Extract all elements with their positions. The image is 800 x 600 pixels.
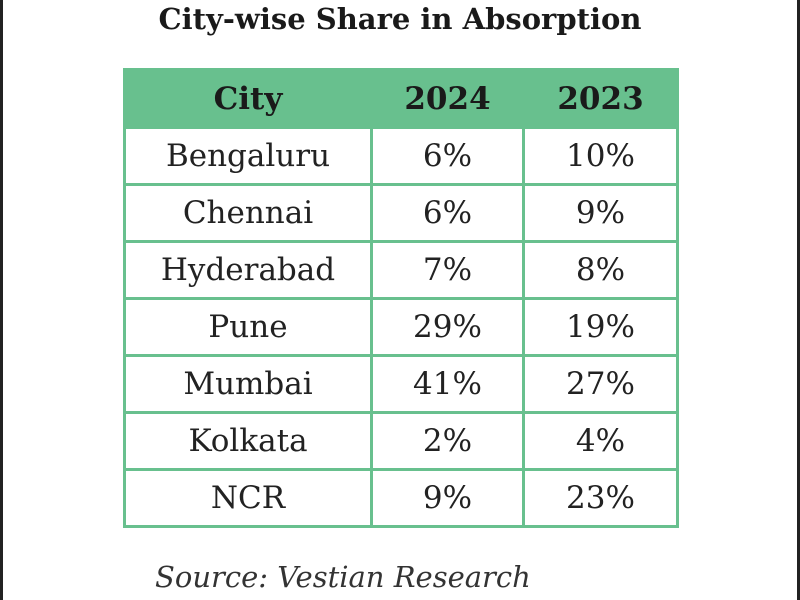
header-2024: 2024 — [370, 68, 525, 129]
header-2023: 2023 — [522, 68, 679, 129]
table-row: Kolkata 2% 4% — [123, 411, 679, 471]
table-row: Hyderabad 7% 8% — [123, 240, 679, 300]
table-row: Pune 29% 19% — [123, 297, 679, 357]
share-2023-cell: 8% — [522, 240, 679, 300]
table-title: City-wise Share in Absorption — [158, 2, 642, 36]
source-note: Source: Vestian Research — [155, 560, 531, 594]
share-2023-cell: 23% — [522, 468, 679, 528]
city-cell: Hyderabad — [123, 240, 373, 300]
city-cell: Bengaluru — [123, 126, 373, 186]
table-row: NCR 9% 23% — [123, 468, 679, 528]
table-row: Mumbai 41% 27% — [123, 354, 679, 414]
table-row: Chennai 6% 9% — [123, 183, 679, 243]
share-2024-cell: 7% — [370, 240, 525, 300]
share-2023-cell: 10% — [522, 126, 679, 186]
city-cell: NCR — [123, 468, 373, 528]
share-2023-cell: 19% — [522, 297, 679, 357]
share-2024-cell: 9% — [370, 468, 525, 528]
header-city: City — [123, 68, 373, 129]
city-cell: Chennai — [123, 183, 373, 243]
share-2024-cell: 29% — [370, 297, 525, 357]
share-2024-cell: 2% — [370, 411, 525, 471]
share-2024-cell: 6% — [370, 183, 525, 243]
city-cell: Kolkata — [123, 411, 373, 471]
header-row: City 2024 2023 — [123, 68, 679, 129]
share-2023-cell: 27% — [522, 354, 679, 414]
share-2023-cell: 4% — [522, 411, 679, 471]
share-2023-cell: 9% — [522, 183, 679, 243]
city-cell: Pune — [123, 297, 373, 357]
share-2024-cell: 6% — [370, 126, 525, 186]
table-row: Bengaluru 6% 10% — [123, 126, 679, 186]
absorption-table: City 2024 2023 Bengaluru 6% 10% Chennai 6% 9%… — [123, 68, 679, 528]
city-cell: Mumbai — [123, 354, 373, 414]
share-2024-cell: 41% — [370, 354, 525, 414]
